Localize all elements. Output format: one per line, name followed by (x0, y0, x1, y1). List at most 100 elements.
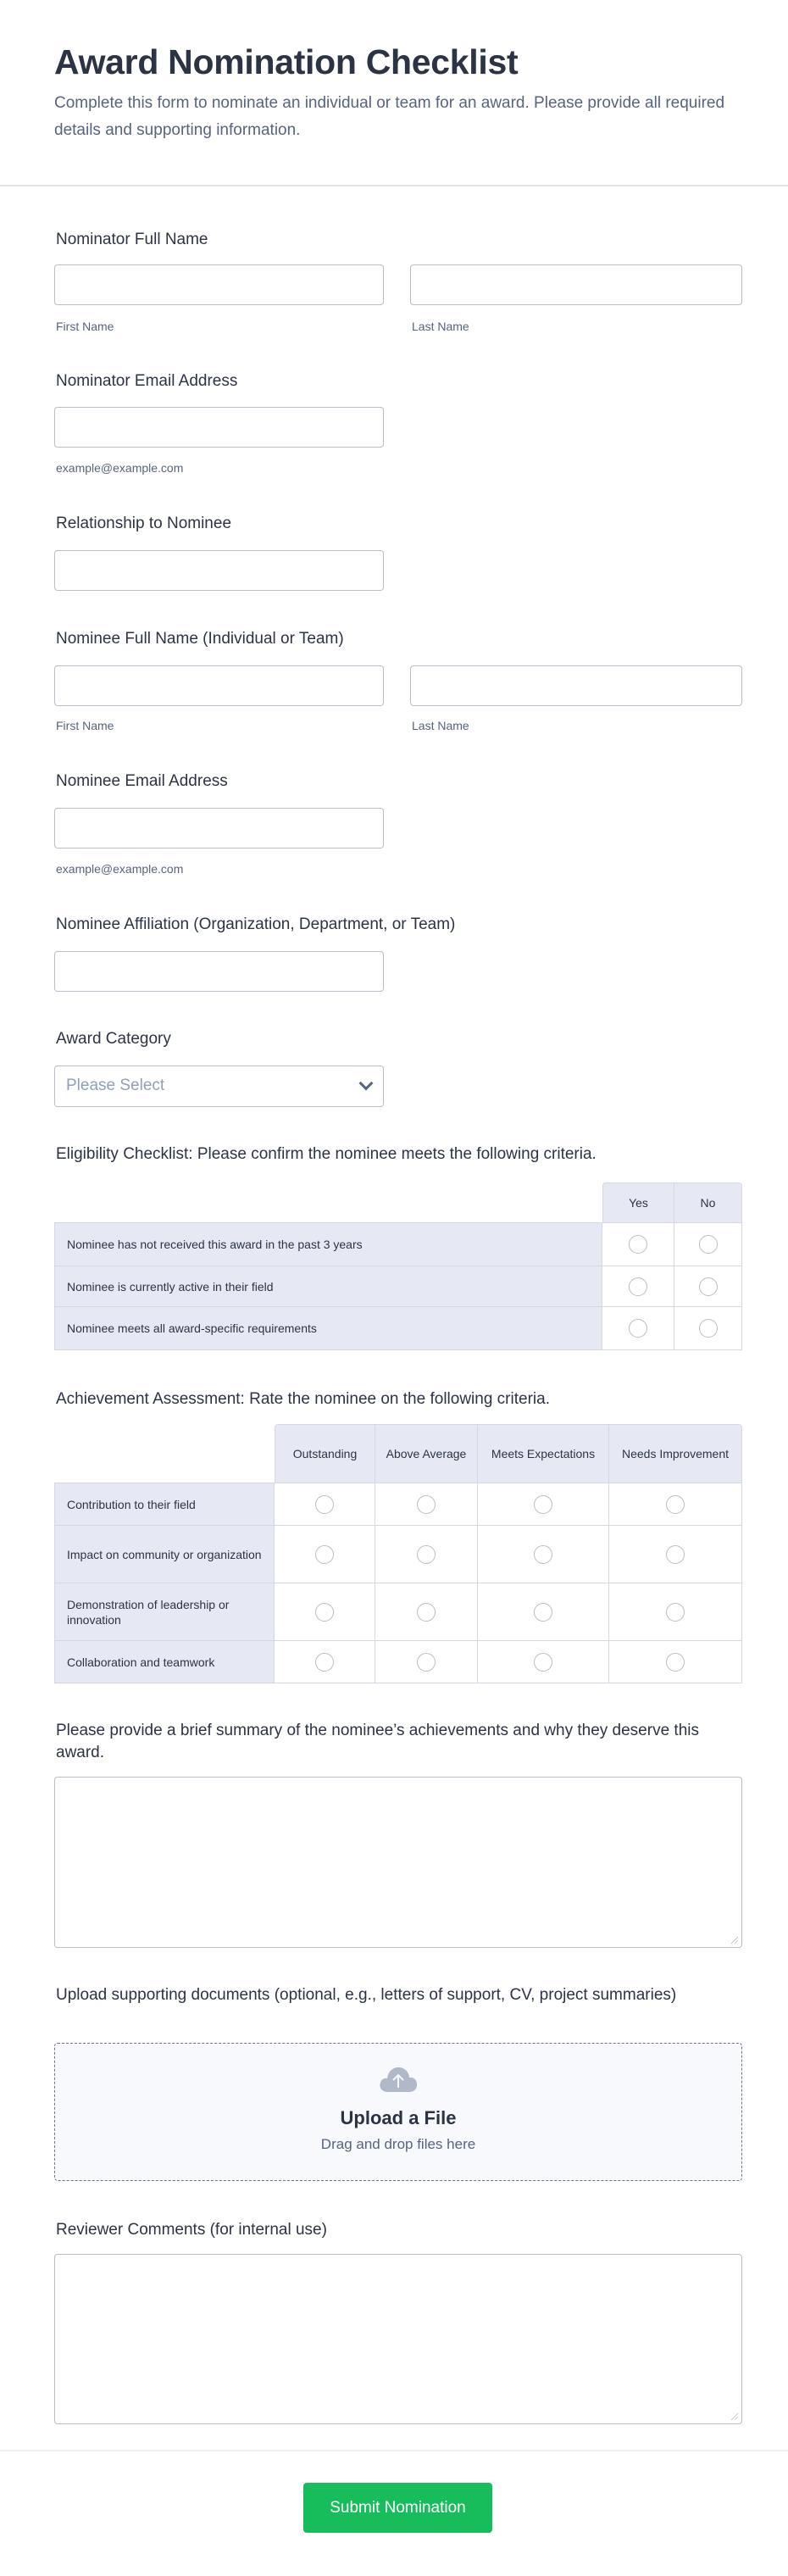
matrix-cell (609, 1641, 742, 1683)
matrix-column-header: No (674, 1182, 742, 1223)
matrix-row: Nominee is currently active in their fie… (54, 1266, 742, 1307)
matrix-cell (375, 1526, 478, 1583)
radio-button[interactable] (534, 1652, 552, 1672)
radio-button[interactable] (629, 1277, 647, 1296)
chevron-down-icon (358, 1076, 374, 1091)
matrix-column-header: Outstanding (275, 1424, 375, 1483)
matrix-row-label: Impact on community or organization (54, 1526, 275, 1583)
submit-button[interactable]: Submit Nomination (303, 2483, 492, 2533)
last-name-sublabel: Last Name (412, 320, 469, 333)
upload-title: Upload a File (340, 2107, 457, 2128)
matrix-column-header: Above Average (375, 1424, 478, 1483)
nominator-name-label: Nominator Full Name (56, 231, 208, 248)
matrix-cell (375, 1583, 478, 1641)
matrix-cell (674, 1223, 742, 1266)
radio-button[interactable] (666, 1494, 685, 1514)
matrix-cell (275, 1641, 375, 1683)
matrix-cell (375, 1641, 478, 1683)
matrix-cell (602, 1307, 674, 1350)
first-name-sublabel: First Name (56, 719, 114, 732)
achievement-matrix: Outstanding Above Average Meets Expectatio… (54, 1424, 742, 1683)
matrix-row-label: Nominee is currently active in their fie… (54, 1266, 602, 1307)
radio-button[interactable] (417, 1544, 436, 1564)
radio-button[interactable] (698, 1319, 718, 1338)
matrix-row: Nominee meets all award-specific require… (54, 1307, 742, 1350)
matrix-row-label: Nominee has not received this award in t… (54, 1223, 602, 1266)
matrix-row-label: Contribution to their field (54, 1483, 275, 1526)
matrix-corner (54, 1424, 275, 1483)
radio-button[interactable] (534, 1494, 552, 1514)
radio-button[interactable] (417, 1602, 436, 1622)
radio-button[interactable] (315, 1494, 334, 1514)
matrix-corner (54, 1182, 602, 1223)
radio-button[interactable] (698, 1235, 718, 1254)
matrix-column-header: Meets Expectations (478, 1424, 609, 1483)
matrix-cell (674, 1266, 742, 1307)
reviewer-comments-label: Reviewer Comments (for internal use) (56, 2221, 327, 2239)
radio-button[interactable] (629, 1319, 647, 1338)
award-category-select[interactable]: Please Select (54, 1065, 384, 1107)
achievement-label: Achievement Assessment: Rate the nominee… (56, 1390, 550, 1408)
nominee-email-label: Nominee Email Address (56, 772, 228, 790)
matrix-cell (478, 1583, 609, 1641)
matrix-column-header: Needs Improvement (609, 1424, 742, 1483)
email-sublabel: example@example.com (56, 461, 184, 475)
matrix-cell (478, 1641, 609, 1683)
radio-button[interactable] (315, 1652, 334, 1672)
select-placeholder: Please Select (66, 1077, 165, 1094)
nominator-last-name-input[interactable] (410, 264, 742, 305)
matrix-row: Nominee has not received this award in t… (54, 1223, 742, 1266)
radio-button[interactable] (666, 1602, 685, 1622)
nominee-first-name-input[interactable] (54, 665, 384, 706)
matrix-cell (478, 1526, 609, 1583)
radio-button[interactable] (629, 1235, 647, 1254)
nominator-email-input[interactable] (54, 407, 384, 448)
file-dropzone[interactable]: Upload a File Drag and drop files here (54, 2043, 742, 2181)
radio-button[interactable] (315, 1602, 334, 1622)
summary-textarea[interactable] (54, 1777, 742, 1948)
email-sublabel: example@example.com (56, 862, 184, 876)
page-title: Award Nomination Checklist (54, 42, 519, 81)
nominee-last-name-input[interactable] (410, 665, 742, 706)
resize-grip-icon[interactable] (731, 2413, 738, 2420)
reviewer-comments-textarea[interactable] (54, 2254, 742, 2424)
affiliation-input[interactable] (54, 951, 384, 992)
award-category-label: Award Category (56, 1030, 171, 1048)
radio-button[interactable] (417, 1652, 436, 1672)
matrix-cell (609, 1483, 742, 1526)
upload-hint: Drag and drop files here (320, 2136, 476, 2152)
radio-button[interactable] (698, 1277, 718, 1296)
matrix-column-header: Yes (602, 1182, 674, 1223)
matrix-row-label: Demonstration of leadership or innovatio… (54, 1583, 275, 1641)
relationship-input[interactable] (54, 550, 384, 591)
upload-label: Upload supporting documents (optional, e… (56, 1986, 677, 2004)
matrix-row: Collaboration and teamwork (54, 1641, 742, 1683)
nominator-first-name-input[interactable] (54, 264, 384, 305)
radio-button[interactable] (417, 1494, 436, 1514)
matrix-cell (609, 1583, 742, 1641)
matrix-cell (375, 1483, 478, 1526)
header-divider (0, 185, 788, 186)
matrix-cell (275, 1483, 375, 1526)
matrix-row: Impact on community or organization (54, 1526, 742, 1583)
matrix-row-label: Nominee meets all award-specific require… (54, 1307, 602, 1350)
matrix-cell (275, 1526, 375, 1583)
matrix-cell (478, 1483, 609, 1526)
nominee-email-input[interactable] (54, 808, 384, 848)
resize-grip-icon[interactable] (731, 1937, 738, 1944)
radio-button[interactable] (666, 1544, 685, 1564)
matrix-cell (674, 1307, 742, 1350)
cloud-upload-icon (380, 2067, 418, 2092)
matrix-row: Contribution to their field (54, 1483, 742, 1526)
relationship-label: Relationship to Nominee (56, 515, 232, 532)
page-description: Complete this form to nominate an indivi… (54, 94, 725, 139)
matrix-row: Demonstration of leadership or innovatio… (54, 1583, 742, 1641)
radio-button[interactable] (666, 1652, 685, 1672)
radio-button[interactable] (315, 1544, 334, 1564)
nominee-name-label: Nominee Full Name (Individual or Team) (56, 630, 344, 648)
radio-button[interactable] (534, 1602, 552, 1622)
summary-label: Please provide a brief summary of the no… (56, 1722, 699, 1761)
radio-button[interactable] (534, 1544, 552, 1564)
last-name-sublabel: Last Name (412, 719, 469, 732)
matrix-cell (275, 1583, 375, 1641)
